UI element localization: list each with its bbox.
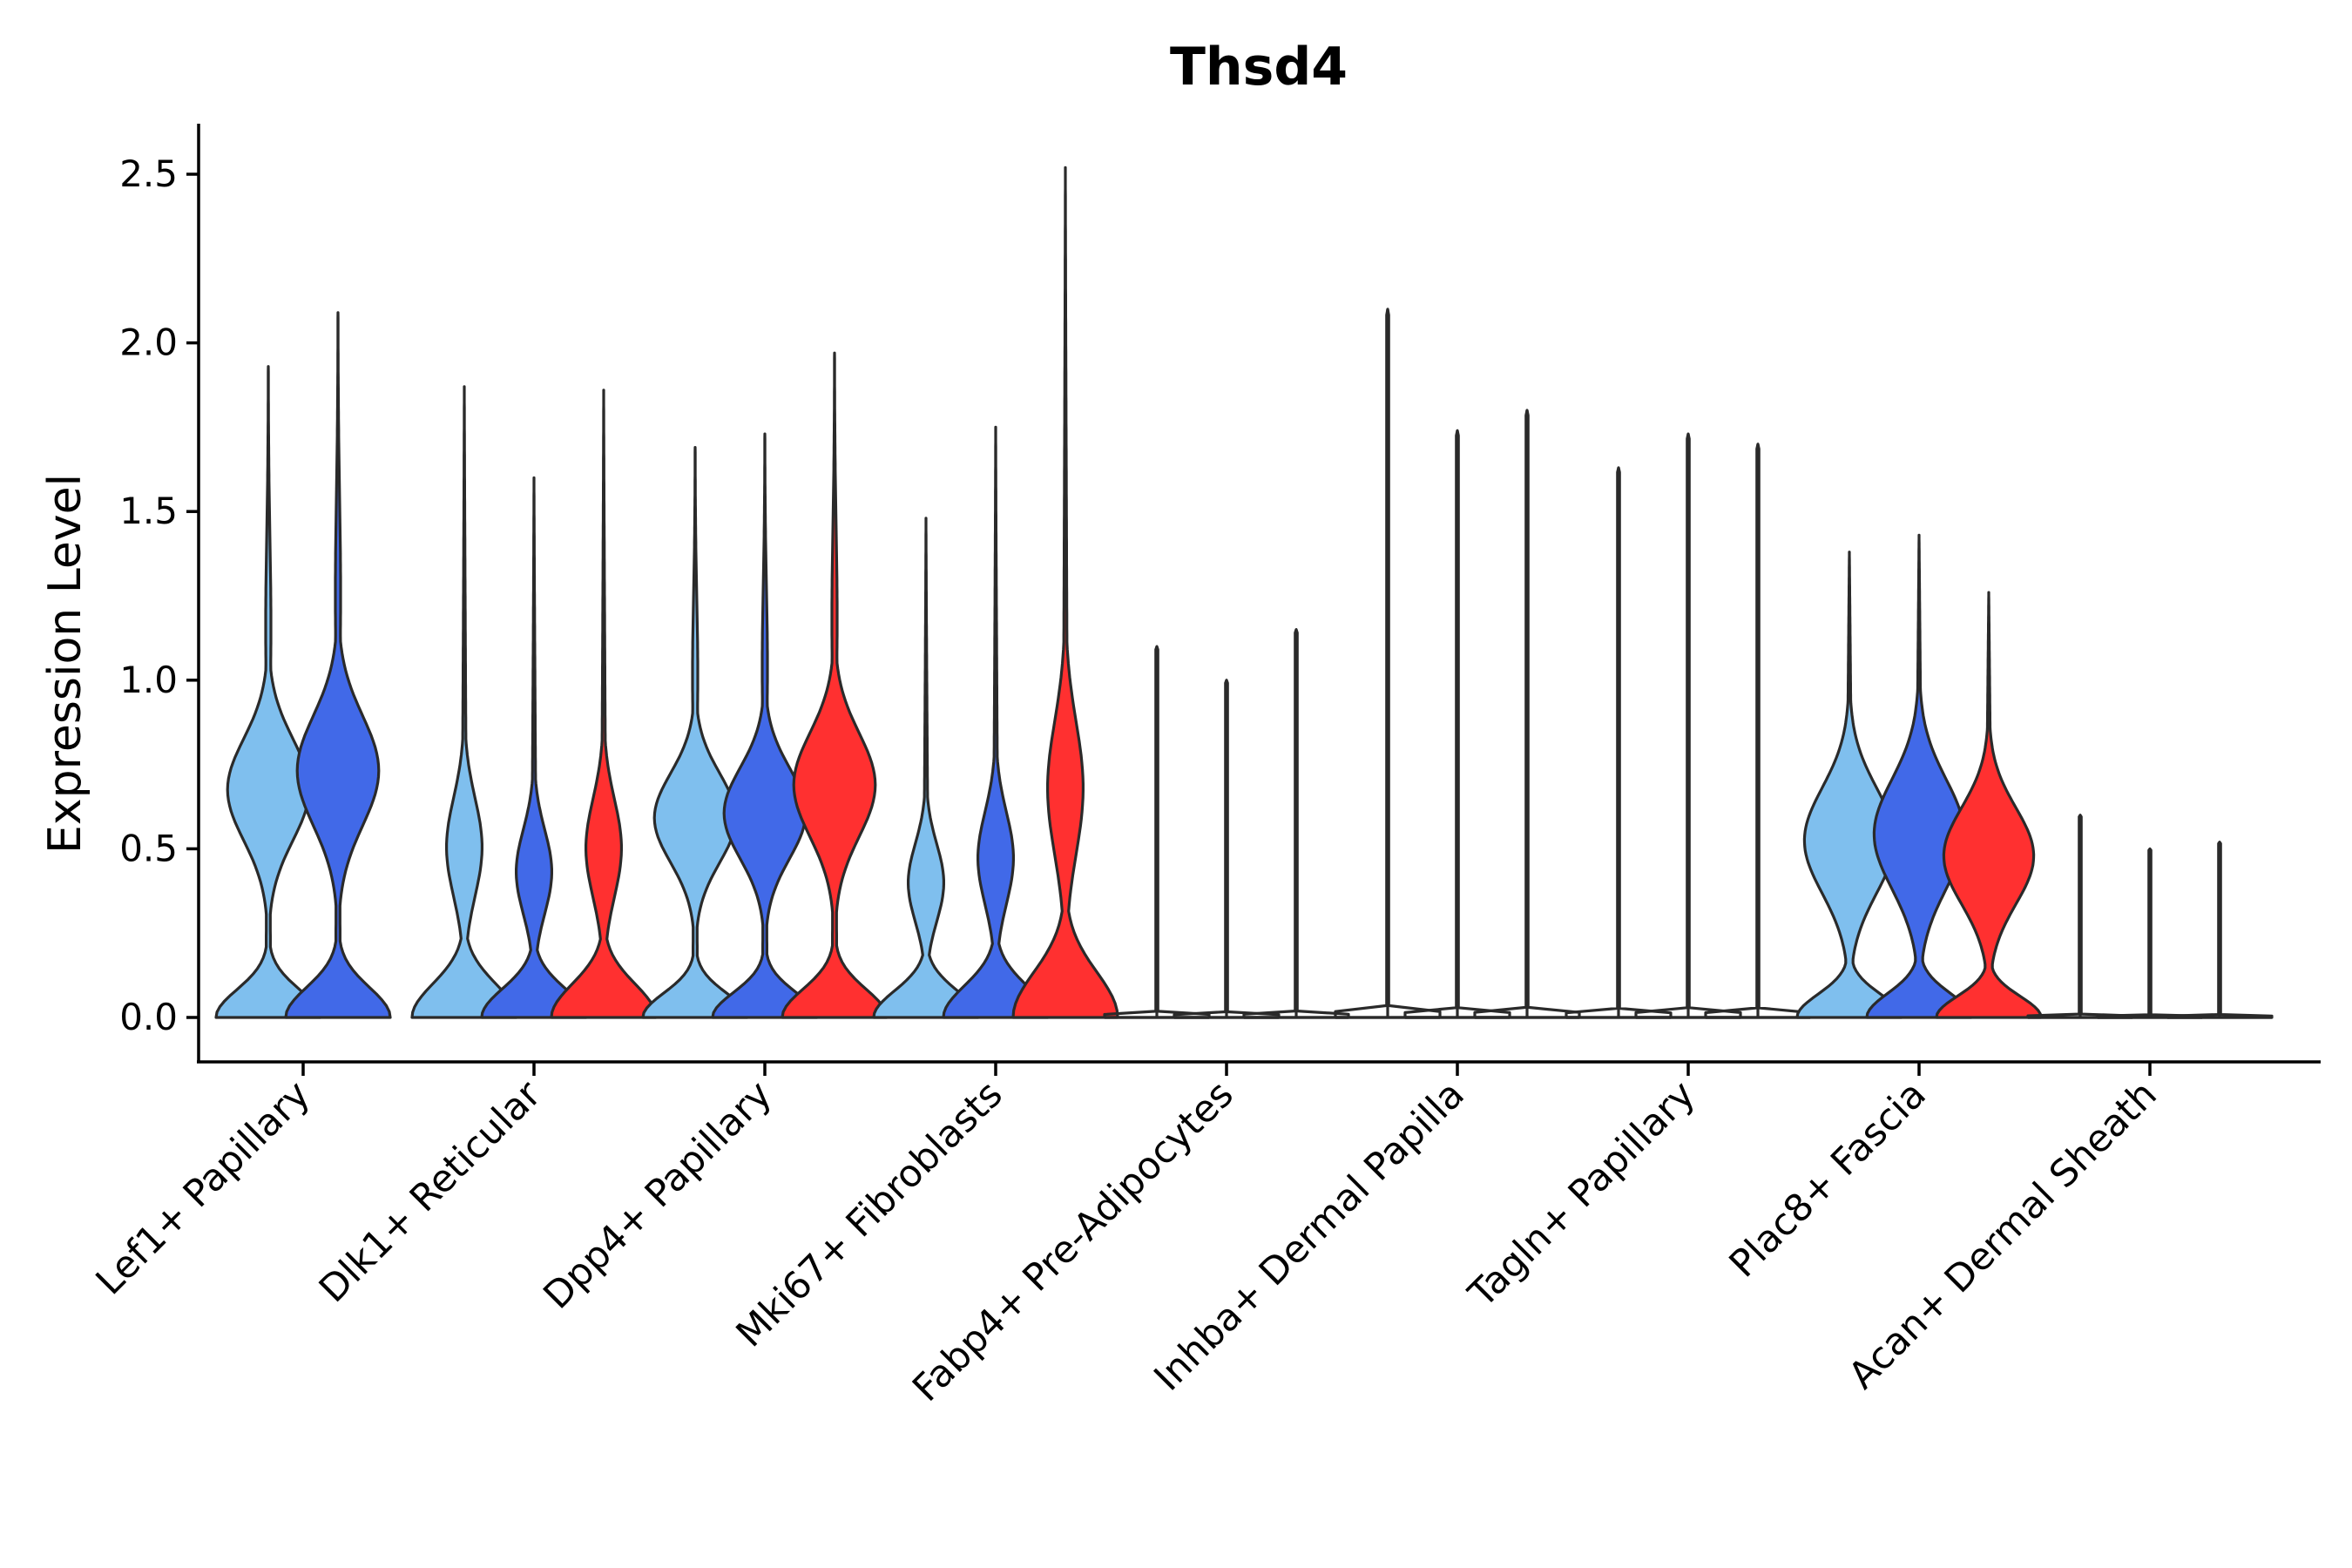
y-axis-label: Expression Level bbox=[39, 474, 91, 854]
x-tick-label: Lef1+ Papillary bbox=[88, 1072, 319, 1303]
y-tick-label: 2.5 bbox=[119, 152, 178, 195]
violin-group2 bbox=[284, 311, 392, 1019]
y-tick-label: 0.0 bbox=[119, 996, 178, 1038]
violin-group2 bbox=[942, 425, 1050, 1019]
x-tick-label: Dlk1+ Reticular bbox=[311, 1072, 550, 1311]
violin-layer bbox=[214, 166, 2274, 1019]
violin-group3 bbox=[1011, 166, 1119, 1019]
y-tick-label: 1.0 bbox=[119, 659, 178, 701]
violin-group1 bbox=[214, 365, 322, 1019]
violin-group2 bbox=[480, 476, 588, 1019]
x-tick-label: Plac8+ Fascia bbox=[1721, 1072, 1935, 1286]
y-ticks: 0.0 0.5 1.0 1.5 2.0 2.5 bbox=[119, 152, 199, 1038]
axes bbox=[197, 124, 2321, 1064]
x-tick-label: Mki67+ Fibroblasts bbox=[728, 1072, 1011, 1355]
x-tick-label: Tagln+ Papillary bbox=[1460, 1072, 1704, 1316]
y-tick-label: 2.0 bbox=[119, 321, 178, 364]
violin-group1 bbox=[872, 517, 980, 1019]
violin-group3 bbox=[550, 389, 658, 1019]
violin-group1 bbox=[410, 385, 518, 1019]
y-tick-label: 0.5 bbox=[119, 827, 178, 869]
chart-title: Thsd4 bbox=[1170, 37, 1348, 98]
violin-group3 bbox=[1935, 591, 2043, 1019]
y-tick-label: 1.5 bbox=[119, 490, 178, 532]
violin-group2 bbox=[1865, 533, 1973, 1019]
violin-group1 bbox=[1795, 551, 1903, 1019]
violin-group2 bbox=[711, 432, 819, 1019]
violin-group1 bbox=[641, 446, 749, 1019]
x-tick-label: Dpp4+ Papillary bbox=[536, 1072, 781, 1317]
violin-group3 bbox=[781, 351, 889, 1019]
